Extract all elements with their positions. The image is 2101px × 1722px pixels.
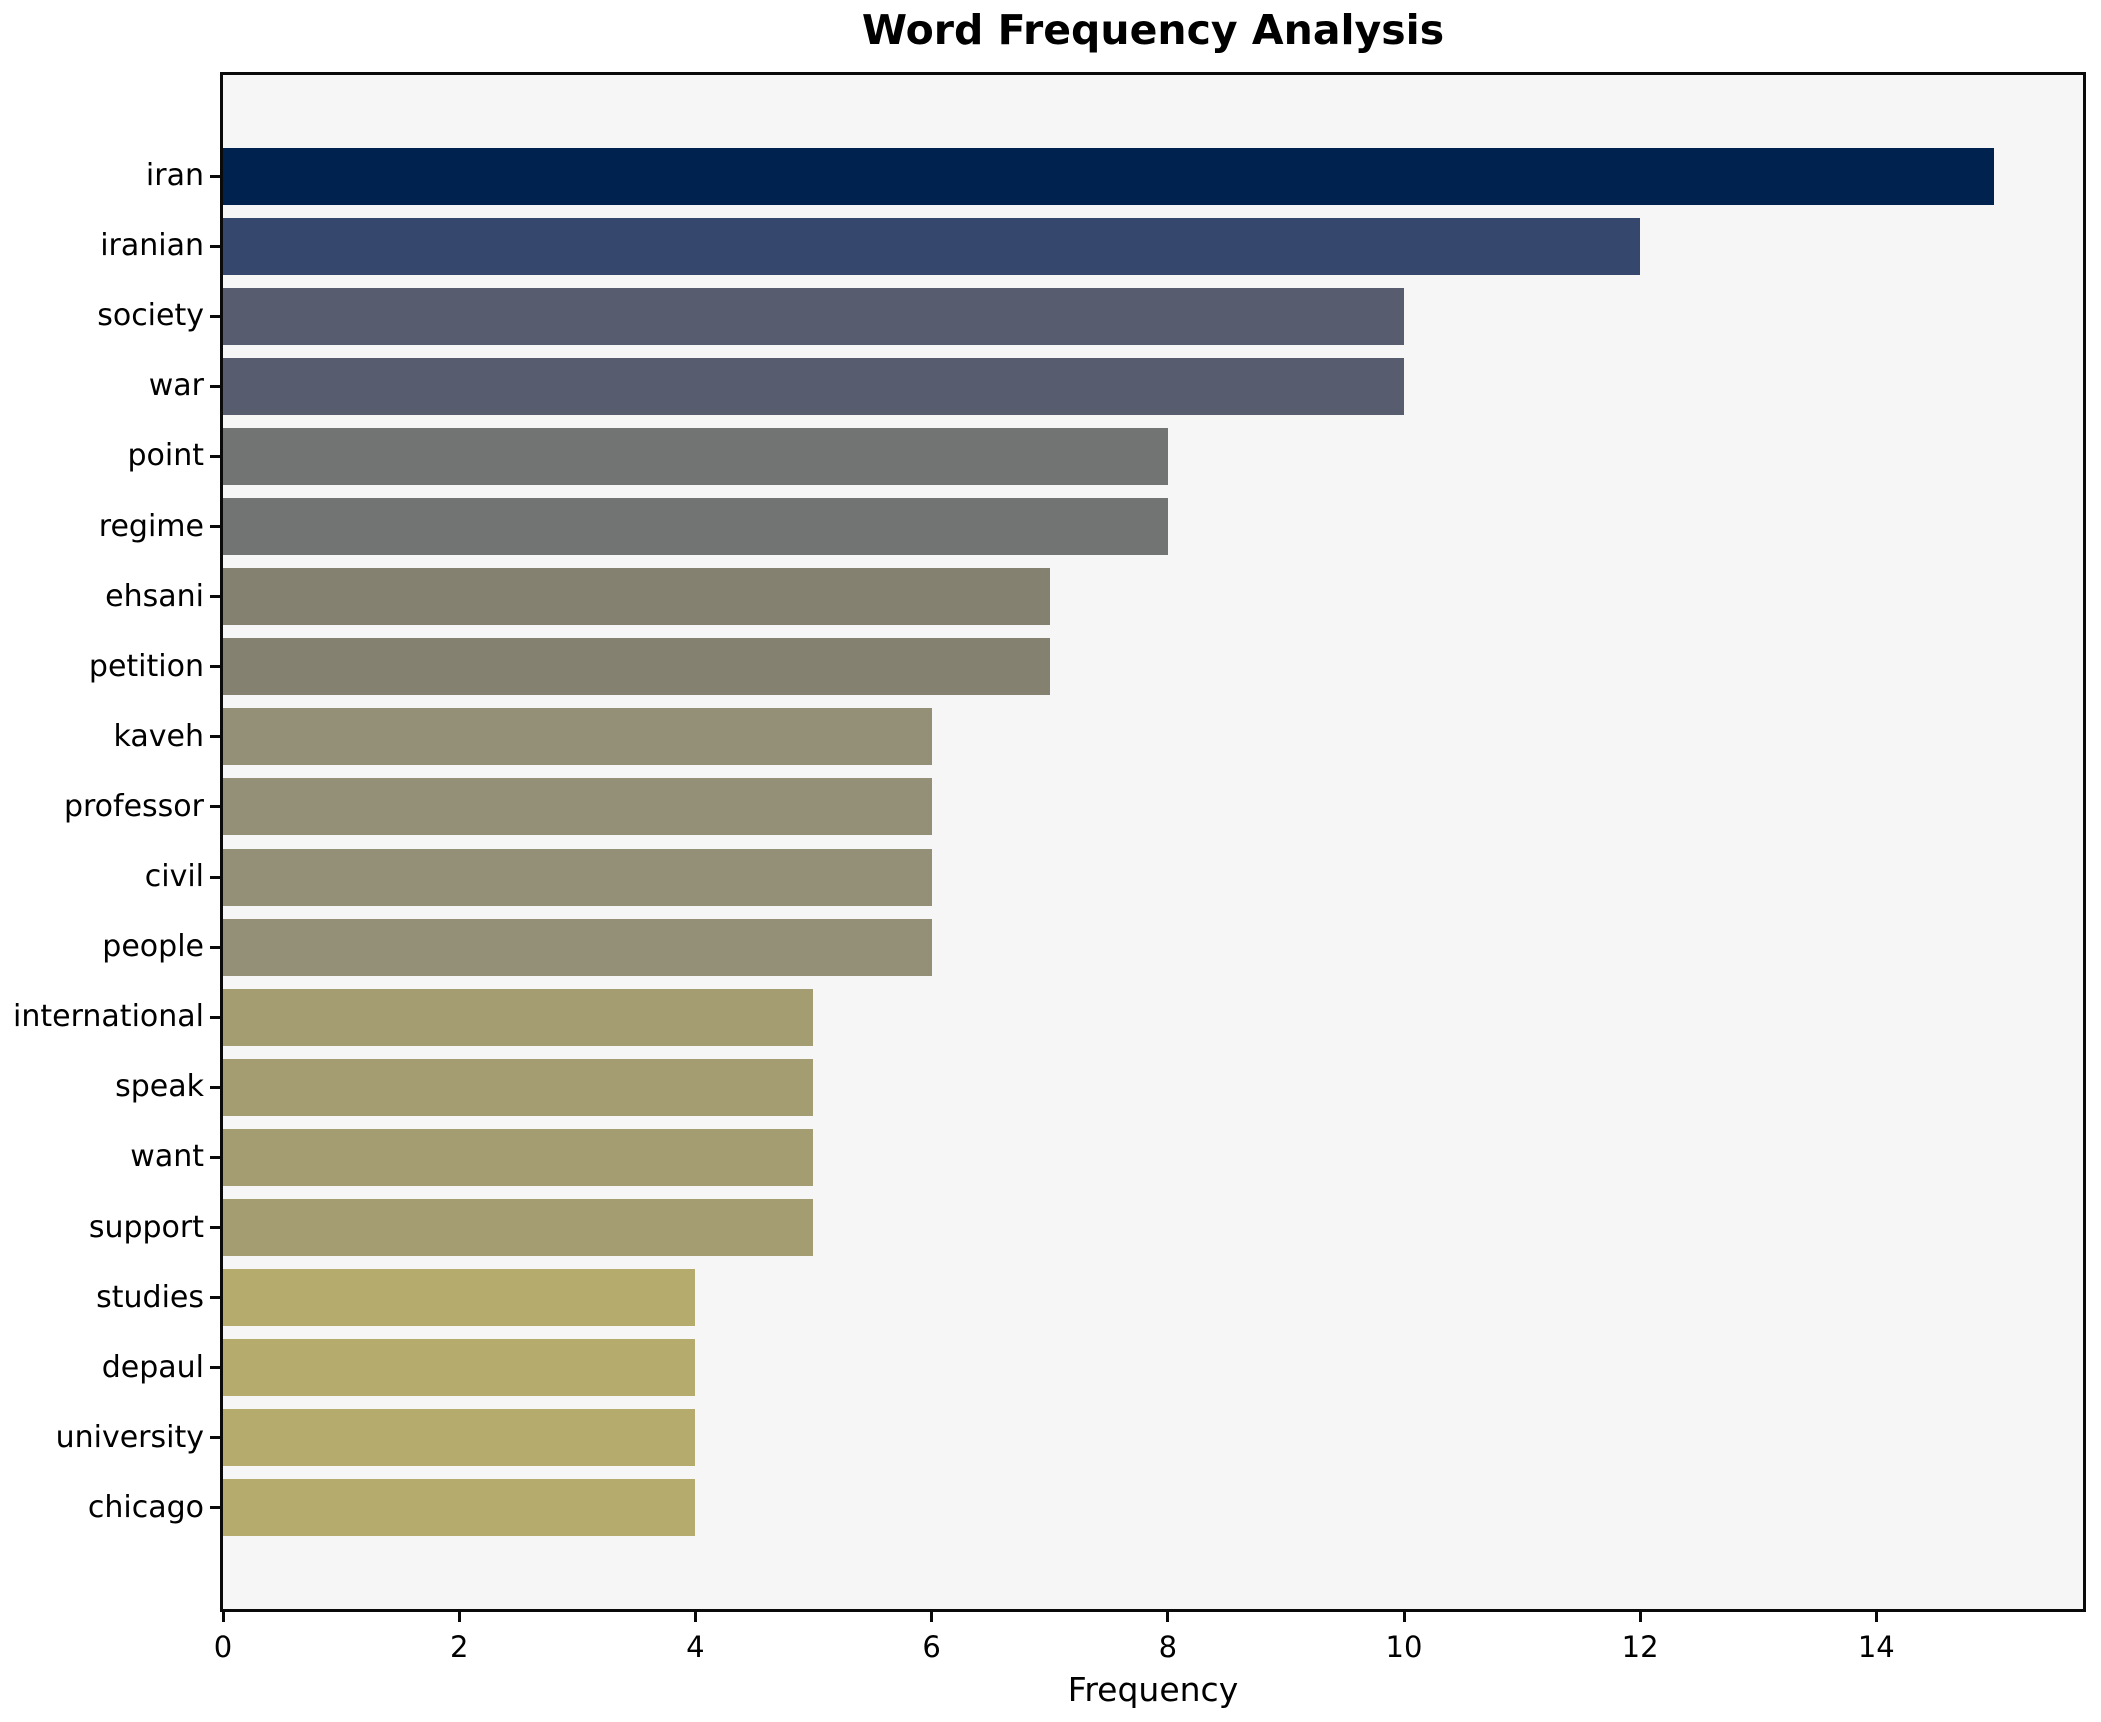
x-tick-label-10: 10 xyxy=(1385,1630,1423,1664)
x-tick-mark xyxy=(1874,1612,1878,1622)
bar-speak xyxy=(223,1058,814,1116)
x-tick-mark xyxy=(693,1612,697,1622)
bar-war xyxy=(223,357,1404,415)
y-tick-label-petition: petition xyxy=(88,648,204,684)
y-tick-label-people: people xyxy=(102,929,204,965)
y-tick-mark xyxy=(210,1085,220,1089)
y-tick-mark xyxy=(210,735,220,739)
x-tick-mark xyxy=(930,1612,934,1622)
y-tick-mark xyxy=(210,314,220,318)
y-tick-label-iranian: iranian xyxy=(100,228,204,264)
y-tick-mark xyxy=(210,665,220,669)
y-tick-label-iran: iran xyxy=(145,158,204,194)
y-tick-label-depaul: depaul xyxy=(101,1349,204,1385)
y-tick-label-civil: civil xyxy=(144,859,204,894)
bar-studies xyxy=(223,1269,696,1327)
x-tick-label-12: 12 xyxy=(1621,1630,1659,1664)
bar-iranian xyxy=(223,217,1641,275)
x-tick-label-8: 8 xyxy=(1158,1630,1178,1664)
y-tick-mark xyxy=(210,244,220,248)
bar-chicago xyxy=(223,1479,696,1537)
y-tick-label-want: want xyxy=(130,1139,204,1175)
bar-iran xyxy=(223,147,1995,205)
x-tick-label-2: 2 xyxy=(449,1630,469,1664)
bar-kaveh xyxy=(223,708,932,766)
bar-civil xyxy=(223,848,932,906)
y-tick-label-ehsani: ehsani xyxy=(105,578,204,614)
x-tick-label-4: 4 xyxy=(686,1630,705,1664)
y-tick-label-studies: studies xyxy=(96,1279,204,1315)
y-tick-label-kaveh: kaveh xyxy=(113,718,204,754)
x-tick-mark xyxy=(1638,1612,1642,1622)
y-tick-mark xyxy=(210,525,220,528)
y-tick-mark xyxy=(210,595,220,599)
x-tick-label-0: 0 xyxy=(213,1630,233,1664)
y-tick-label-university: university xyxy=(55,1419,204,1455)
y-tick-label-war: war xyxy=(148,368,204,404)
y-tick-mark xyxy=(210,1436,220,1440)
bar-university xyxy=(223,1409,696,1467)
y-tick-mark xyxy=(210,174,220,178)
y-tick-mark xyxy=(210,1296,220,1300)
y-tick-mark xyxy=(210,384,220,388)
bar-society xyxy=(223,287,1404,345)
chart-title: Word Frequency Analysis xyxy=(861,6,1445,54)
y-tick-mark xyxy=(210,1366,220,1370)
x-tick-mark xyxy=(457,1612,461,1622)
y-tick-label-international: international xyxy=(13,999,204,1035)
plot-area xyxy=(220,72,2086,1612)
bar-point xyxy=(223,427,1168,485)
y-tick-label-support: support xyxy=(88,1209,204,1245)
bar-ehsani xyxy=(223,568,1050,626)
x-tick-label-6: 6 xyxy=(922,1630,941,1664)
bar-international xyxy=(223,988,814,1046)
bar-regime xyxy=(223,498,1168,556)
bars-container xyxy=(223,75,2083,1609)
bar-professor xyxy=(223,778,932,836)
y-tick-mark xyxy=(210,945,220,949)
y-tick-mark xyxy=(210,805,220,809)
x-tick-mark xyxy=(1402,1612,1406,1622)
x-tick-label-14: 14 xyxy=(1857,1630,1895,1664)
y-tick-mark xyxy=(210,875,220,879)
bar-depaul xyxy=(223,1339,696,1397)
bar-petition xyxy=(223,638,1050,696)
y-tick-mark xyxy=(210,1226,220,1229)
bar-people xyxy=(223,918,932,976)
y-tick-label-professor: professor xyxy=(63,788,204,824)
y-tick-label-speak: speak xyxy=(115,1069,204,1105)
x-axis: Frequency 0 2 4 6 8 10 12 14 xyxy=(214,1612,2086,1722)
y-tick-mark xyxy=(210,1155,220,1159)
y-tick-label-point: point xyxy=(127,438,204,474)
y-tick-label-society: society xyxy=(97,298,204,334)
y-tick-mark xyxy=(210,1015,220,1019)
bar-want xyxy=(223,1128,814,1186)
x-axis-label: Frequency xyxy=(1067,1670,1239,1709)
y-tick-label-regime: regime xyxy=(98,508,204,544)
bar-support xyxy=(223,1199,814,1256)
y-tick-label-chicago: chicago xyxy=(87,1489,204,1525)
x-tick-mark xyxy=(1166,1612,1170,1622)
x-tick-mark xyxy=(221,1612,225,1622)
y-tick-mark xyxy=(210,1506,220,1510)
y-tick-mark xyxy=(210,454,220,458)
